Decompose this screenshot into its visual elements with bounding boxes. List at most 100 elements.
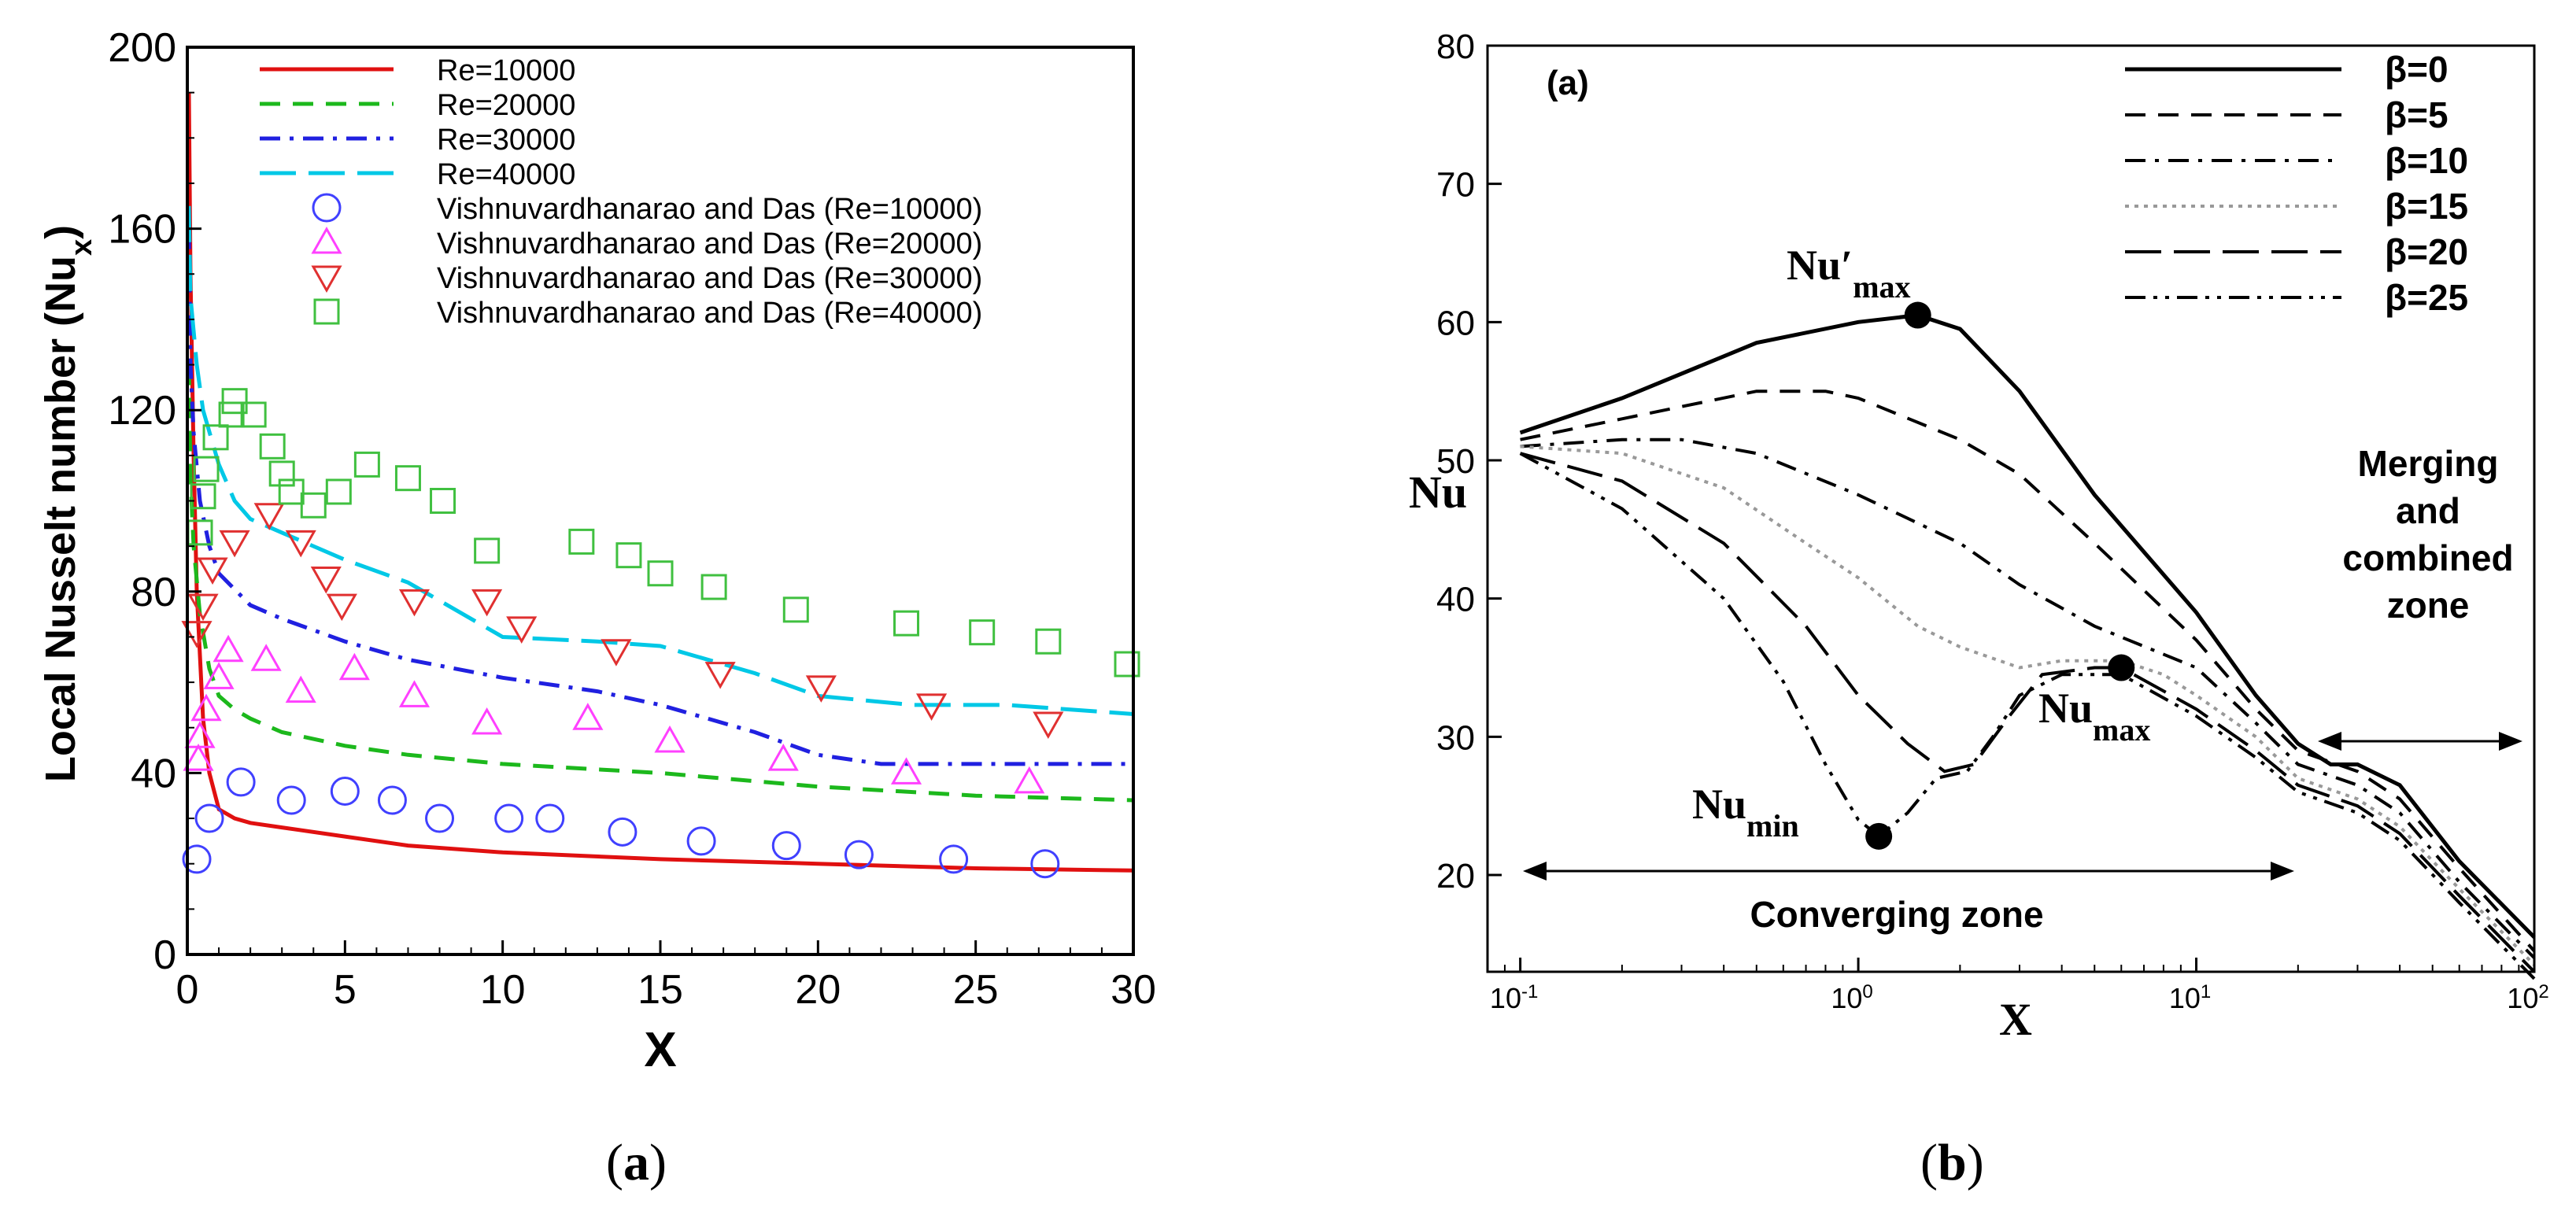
panel-a-x-tick-label: 25 [953,967,999,1013]
nu-max-prime-annotation: Nu′max [1787,242,1911,305]
panel-b-series-group [1519,313,2536,980]
panel-a-point-s3-15 [915,693,948,721]
panel-a-point-s2-15 [1014,766,1045,794]
panel-a-point-s3-13 [704,662,736,689]
panel-a-legend-label-1: Re=10000 [437,54,575,87]
panel-a-point-s4-14 [394,465,421,492]
panel-a-point-s2-12 [654,725,686,753]
panel-b-y-axis-label: Nu [1409,467,1467,518]
panel-b-ticks: 20 30 40 50 60 70 80 10-1 100 101 102 [1436,28,2549,1014]
panel-b-marker-dot-2 [2108,654,2135,681]
panel-b-legend-label-3: β=10 [2385,140,2468,181]
panel-a-x-tick-label: 5 [334,967,357,1013]
panel-a-point-s3-2 [187,593,219,622]
panel-a-point-s1-6 [377,785,407,815]
panel-a-point-s3-16 [1033,711,1064,740]
panel-a-legend-marker-4 [313,298,340,325]
merging-zone-arrow [2318,732,2522,751]
panel-a-point-s1-8 [494,803,524,833]
panel-a-point-s3-10 [471,589,503,617]
panel-a-point-s4-2 [190,483,216,510]
panel-a-legend-label-7: Vishnuvardhanarao and Das (Re=30000) [437,262,982,295]
panel-a-point-s3-9 [398,589,431,617]
panel-a-point-s4-4 [202,424,229,451]
panel-a-point-s4-24 [1035,628,1062,655]
panel-a-point-s3-12 [601,639,632,666]
panel-a-point-s3-3 [197,557,228,585]
panel-a-ticks: 0 5 10 15 20 25 30 0 40 80 120 160 200 [108,25,1156,1013]
merging-text-line1: Merging [2358,443,2499,484]
panel-a-point-s2-14 [890,757,922,785]
panel-a-point-s2-5 [213,634,244,663]
panel-a-point-s1-9 [535,803,565,833]
panel-a-series-line-4 [187,205,1134,716]
panel-a-legend-label-3: Re=30000 [437,124,575,157]
panel-b-series-line-3 [1520,437,2536,959]
panel-a-legend-label-4: Re=40000 [437,158,575,191]
panel-a-point-s2-7 [285,675,316,703]
panel-a-point-s2-11 [572,703,604,730]
panel-a-point-s4-3 [193,456,220,482]
panel-b-y-tick-label: 30 [1436,718,1475,757]
panel-b-legend-label-2: β=5 [2385,94,2448,135]
merging-text-line3: combined [2342,537,2513,578]
panel-b-markers [1865,301,2135,850]
panel-a-point-s4-8 [259,433,286,460]
panel-a-point-s4-22 [893,610,920,637]
panel-a-point-s1-7 [425,803,455,833]
panel-b-marker-dot-1 [1904,301,1931,329]
panel-b-legend-label-5: β=20 [2385,231,2468,272]
panel-a-x-tick-label: 0 [176,967,199,1013]
panel-b-y-tick-label: 20 [1436,857,1475,895]
panel-a-legend-marker-1 [312,193,342,223]
panel-a-legend: Re=10000Re=20000Re=30000Re=40000Vishnuva… [260,54,982,330]
panel-b-panel-label: (a) [1547,64,1589,102]
panel-a-point-s4-6 [221,388,248,415]
panel-b-plot-frame [1486,44,2536,973]
panel-a-point-s2-4 [203,662,235,689]
merging-text-line4: zone [2387,585,2470,626]
panel-a-point-s4-23 [969,619,996,646]
panel-a-y-tick-label: 160 [108,207,176,253]
panel-a-point-s3-4 [219,530,250,558]
panel-a-y-tick-label: 0 [153,932,176,978]
panel-b-series-line-6 [1519,452,2536,980]
panel-b-series-line-2 [1520,389,2536,952]
panel-a-x-tick-label: 10 [480,967,526,1013]
caption-b: (b) [1920,1134,1984,1191]
nu-min-annotation: Numin [1692,781,1799,844]
panel-b-series-line-1 [1519,313,2536,939]
panel-a-point-s4-15 [430,488,456,514]
panel-a-point-s3-14 [805,675,837,703]
panel-a-series-line-3 [187,228,1133,766]
panel-a-point-s4-19 [647,560,674,587]
panel-a-point-s2-10 [471,707,503,735]
panel-a-point-s2-13 [767,744,799,771]
panel-a-point-s1-10 [608,817,638,847]
converging-zone-arrow [1523,862,2294,881]
panel-a-x-axis-label: X [644,1023,676,1077]
panel-a-point-s4-5 [218,401,245,428]
nu-max-annotation: Numax [2038,685,2150,748]
panel-a-point-s3-8 [326,593,357,622]
panel-a-point-s4-16 [474,537,501,564]
caption-a: (a) [606,1134,667,1191]
panel-b-y-tick-label: 60 [1436,304,1475,342]
panel-a-point-s3-1 [181,621,213,648]
panel-b-x-tick-label: 101 [2169,981,2211,1015]
panel-a-y-axis-label: Local Nusselt number (Nux) [37,225,98,782]
panel-b-legend-label-1: β=0 [2385,49,2448,90]
panel-a-point-s4-18 [615,542,642,569]
panel-a-legend-label-8: Vishnuvardhanarao and Das (Re=40000) [437,297,982,330]
panel-a-point-s4-11 [300,492,327,519]
panel-a-point-s1-14 [939,844,969,874]
panel-a-point-s2-8 [338,652,370,681]
panel-a-point-s3-6 [285,530,316,558]
panel-b-series-line-4 [1520,445,2536,966]
panel-b-legend-label-4: β=15 [2385,186,2468,227]
panel-b-series-line-5 [1520,452,2536,973]
panel-a-point-s4-21 [782,596,809,623]
